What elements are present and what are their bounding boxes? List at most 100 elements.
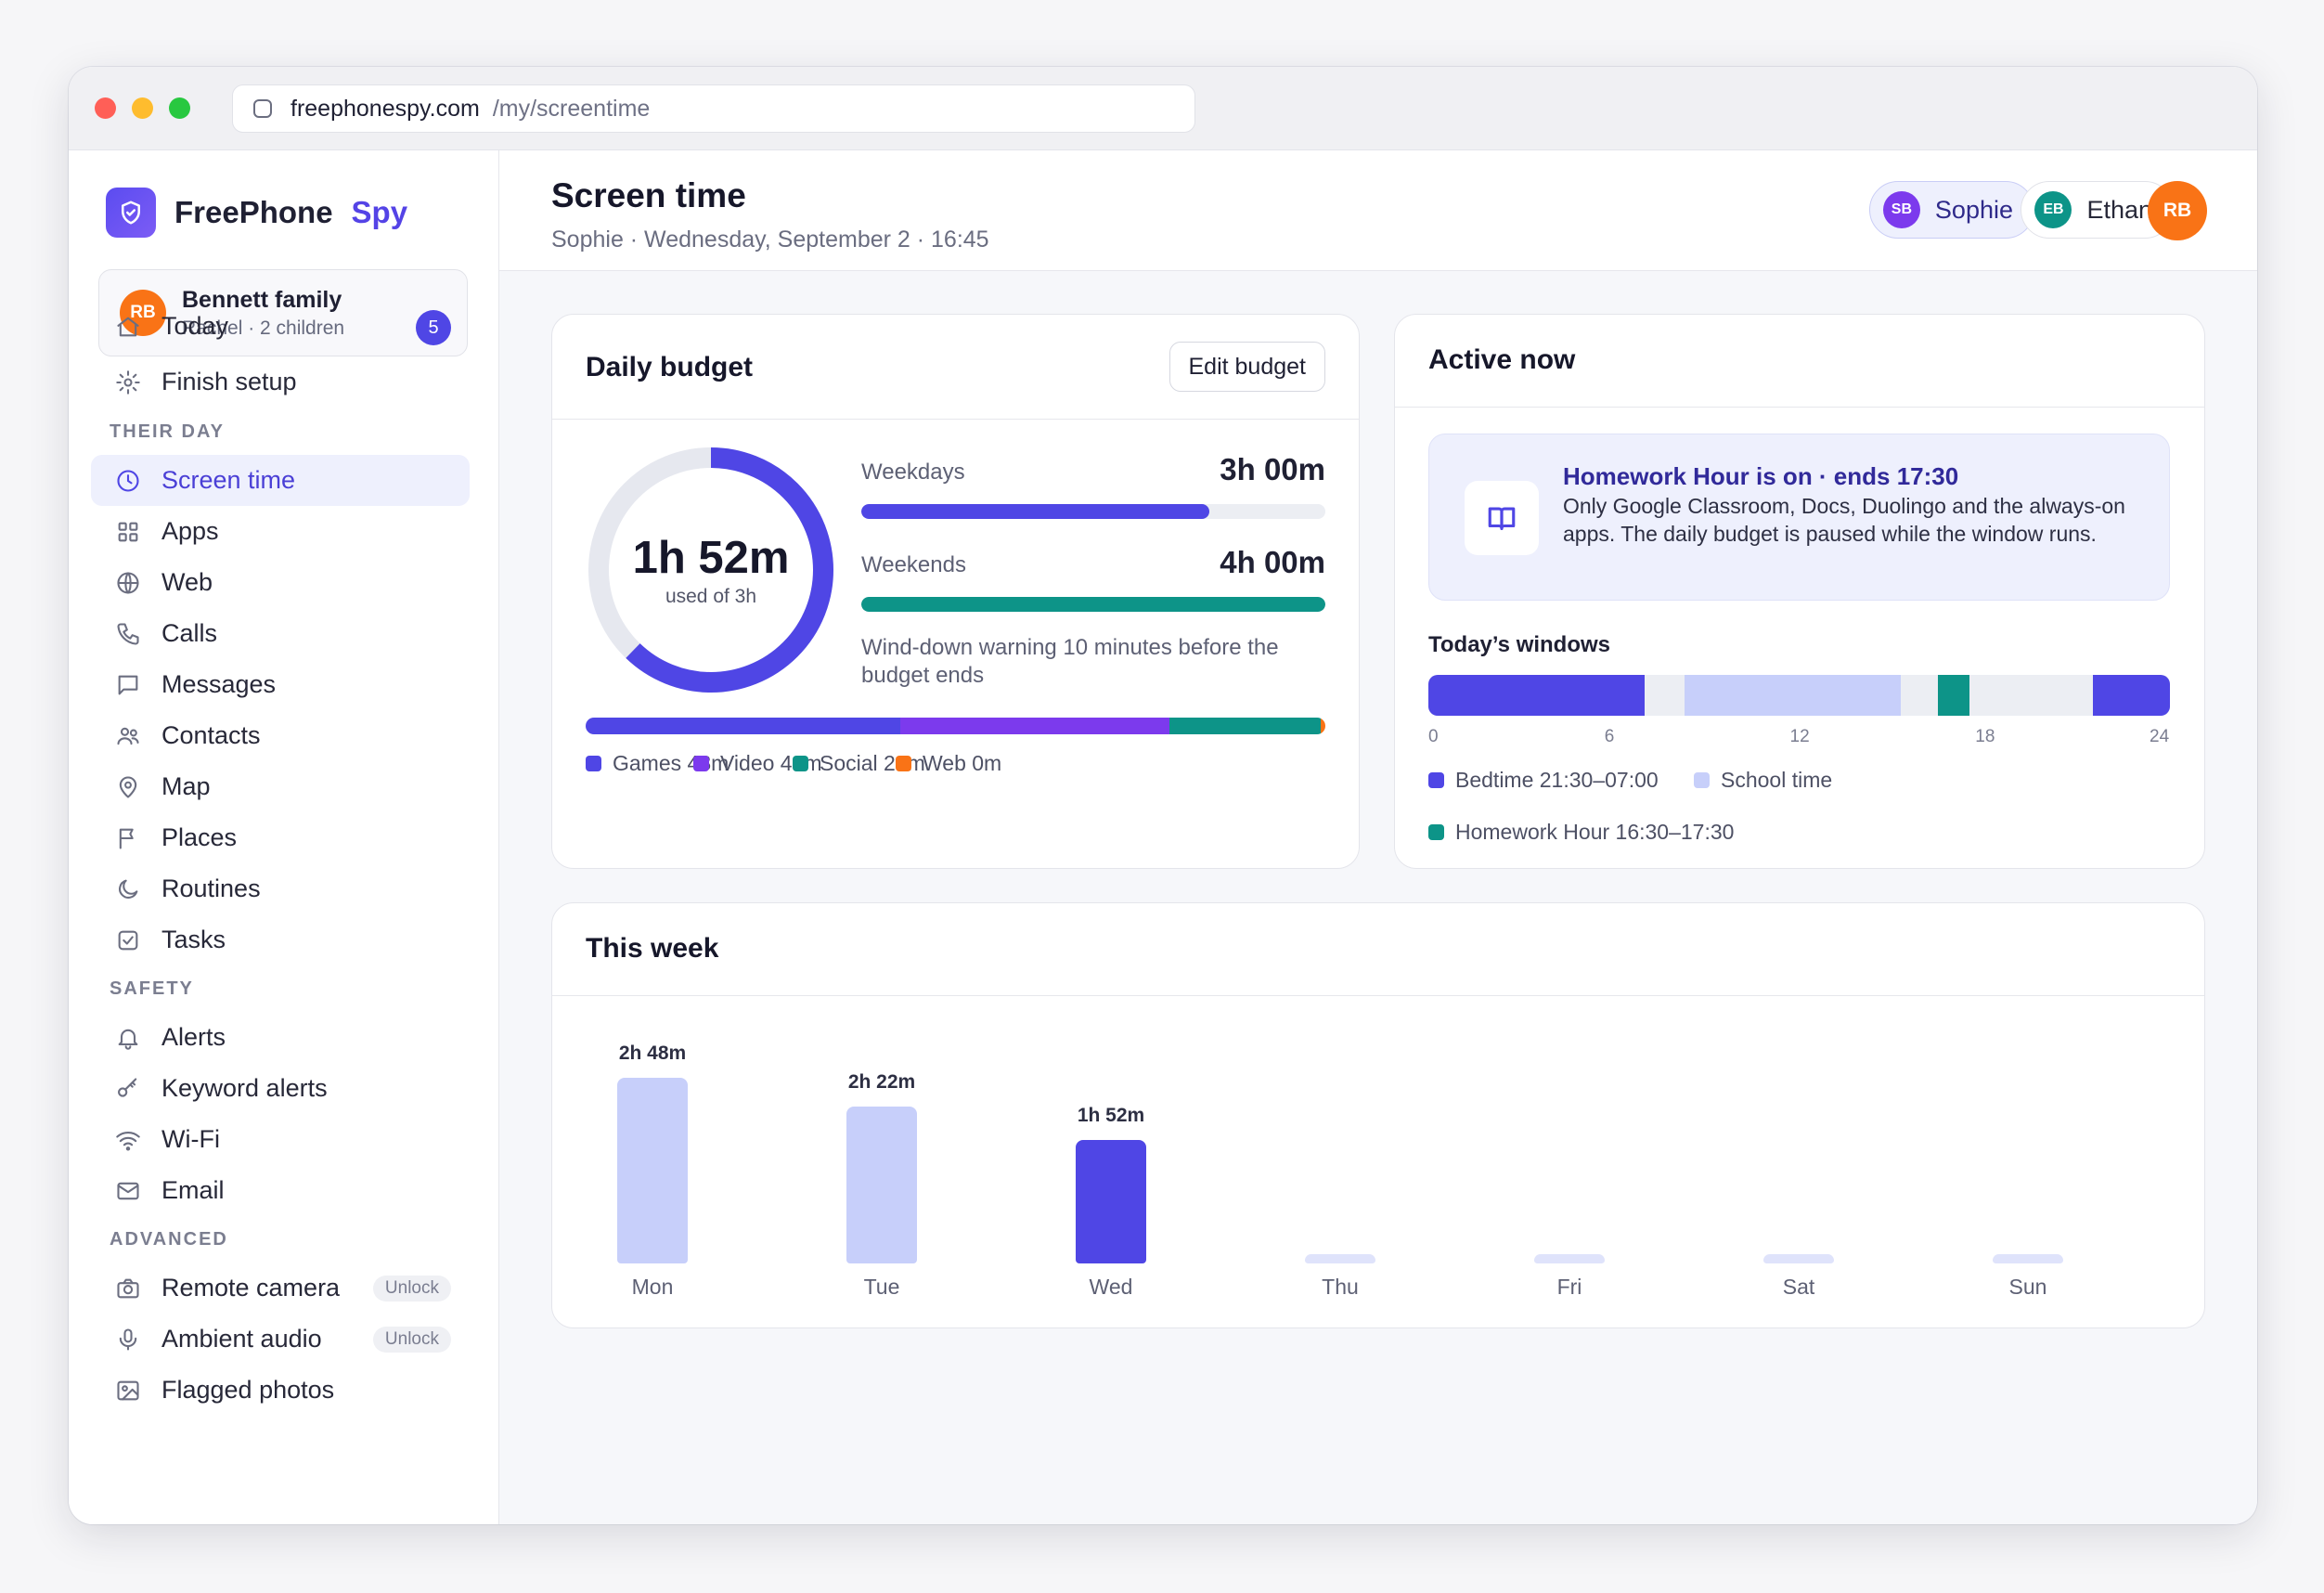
sidebar-item-label: Keyword alerts <box>161 1074 328 1102</box>
minimize-window-button[interactable] <box>132 97 153 119</box>
shield-logo-icon <box>106 188 156 238</box>
family-subtitle: Rachel · 2 children <box>182 317 345 339</box>
family-switcher[interactable]: RB Bennett family Rachel · 2 children <box>98 269 468 356</box>
sidebar-item-places[interactable]: Places <box>91 812 470 863</box>
sidebar-item-map[interactable]: Map <box>91 761 470 812</box>
legend-label: Games 48m <box>613 751 729 775</box>
legend-swatch <box>586 756 601 771</box>
sidebar-item-label: Routines <box>161 874 261 902</box>
divider <box>1395 407 2204 408</box>
address-bar[interactable]: freephonespy.com /my/screentime <box>232 84 1195 133</box>
sidebar-item-tasks[interactable]: Tasks <box>91 914 470 965</box>
week-day-label: Wed <box>1089 1275 1133 1299</box>
legend-label: Web 0m <box>923 751 1002 775</box>
page-title: Screen time <box>551 176 746 214</box>
child-chip-sophie[interactable]: SB Sophie <box>1868 181 2034 239</box>
sidebar-item-contacts[interactable]: Contacts <box>91 710 470 761</box>
brand-accent: Spy <box>351 195 408 229</box>
edit-budget-button[interactable]: Edit budget <box>1168 342 1325 392</box>
main-content: Screen time Sophie · Wednesday, Septembe… <box>499 150 2257 1524</box>
camera-icon <box>113 1274 143 1303</box>
week-bar-sat[interactable] <box>1763 1254 1834 1263</box>
unlock-pill: Unlock <box>372 1327 451 1353</box>
category-stack-bar <box>586 718 1325 734</box>
sidebar-item-alerts[interactable]: Alerts <box>91 1012 470 1063</box>
weekdays-label: Weekdays <box>861 460 965 485</box>
close-window-button[interactable] <box>95 97 116 119</box>
brand-name: FreePhone <box>174 195 333 229</box>
sidebar-item-label: Alerts <box>161 1023 226 1051</box>
week-day-label: Tue <box>863 1275 900 1299</box>
gear-icon <box>113 368 143 397</box>
weekends-bar <box>861 597 1325 612</box>
sidebar-item-flagged-photos[interactable]: Flagged photos <box>91 1365 470 1416</box>
week-bar-sun[interactable] <box>1993 1254 2063 1263</box>
sidebar-item-label: Messages <box>161 670 277 698</box>
category-segment-games <box>586 718 901 734</box>
unlock-pill: Unlock <box>372 1276 451 1302</box>
weekdays-bar-fill <box>861 504 1209 519</box>
sidebar-item-remote-camera[interactable]: Remote camera Unlock <box>91 1263 470 1314</box>
user-avatar[interactable]: RB <box>2148 181 2207 240</box>
sidebar-item-messages[interactable]: Messages <box>91 659 470 710</box>
used-value: 1h 52m <box>632 533 790 583</box>
category-segment-web <box>1320 718 1325 734</box>
sidebar-item-calls[interactable]: Calls <box>91 608 470 659</box>
sidebar-item-label: Ambient audio <box>161 1325 322 1353</box>
week-bar-mon[interactable] <box>617 1078 688 1263</box>
brand[interactable]: FreePhone Spy <box>106 188 407 238</box>
timeline-legend-item: School time <box>1694 768 1832 793</box>
week-bar-thu[interactable] <box>1305 1254 1375 1263</box>
week-bar-wed[interactable] <box>1076 1139 1146 1263</box>
sidebar-item-label: Web <box>161 568 213 596</box>
sidebar-item-label: Wi-Fi <box>161 1125 220 1153</box>
legend-swatch <box>793 756 808 771</box>
sidebar-item-finish-setup[interactable]: Finish setup <box>91 356 470 408</box>
child-avatar: EB <box>2034 191 2072 228</box>
active-now-card: Active now Homework Hour is on · ends 17… <box>1394 314 2205 869</box>
family-avatar: RB <box>120 290 166 336</box>
sidebar-item-label: Screen time <box>161 466 296 494</box>
weekends-value: 4h 00m <box>1220 545 1325 579</box>
legend-label: Bedtime 21:30–07:00 <box>1455 768 1659 792</box>
notice-body: Only Google Classroom, Docs, Duolingo an… <box>1563 494 2125 546</box>
windows-label: Today’s windows <box>1428 632 1611 657</box>
legend-swatch <box>1428 772 1444 788</box>
used-subtitle: used of 3h <box>665 586 757 607</box>
timeline-tick-label: 24 <box>2150 727 2170 746</box>
sidebar-item-label: Map <box>161 772 211 800</box>
browser-chrome: freephonespy.com /my/screentime <box>69 67 2257 150</box>
sidebar-item-label: Apps <box>161 517 219 545</box>
sidebar-item-routines[interactable]: Routines <box>91 863 470 914</box>
sidebar-item-email[interactable]: Email <box>91 1165 470 1216</box>
card-title: Active now <box>1428 344 1576 375</box>
sidebar-item-ambient-audio[interactable]: Ambient audio Unlock <box>91 1314 470 1365</box>
phone-icon <box>113 619 143 649</box>
sidebar-item-today[interactable]: Today 5 <box>91 301 470 352</box>
category-segment-video <box>900 718 1170 734</box>
lock-icon <box>253 99 272 118</box>
weekdays-bar <box>861 504 1325 519</box>
week-bar-fri[interactable] <box>1534 1254 1605 1263</box>
child-name: Ethan <box>2086 195 2152 224</box>
section-label-their-day: THEIR DAY <box>110 421 225 442</box>
week-day-label: Fri <box>1556 1275 1582 1299</box>
home-icon <box>113 312 143 342</box>
timeline-segment <box>1685 675 1902 716</box>
sidebar-item-wi-fi[interactable]: Wi-Fi <box>91 1114 470 1165</box>
moon-icon <box>113 874 143 904</box>
sidebar-item-apps[interactable]: Apps <box>91 506 470 557</box>
sidebar-item-label: Calls <box>161 619 218 647</box>
sidebar-item-keyword-alerts[interactable]: Keyword alerts <box>91 1063 470 1114</box>
wifi-icon <box>113 1125 143 1155</box>
sidebar-item-label: Flagged photos <box>161 1376 335 1404</box>
section-label-advanced: ADVANCED <box>110 1229 228 1250</box>
page-subtitle: Sophie · Wednesday, September 2 · 16:45 <box>551 227 989 253</box>
grid-icon <box>113 517 143 547</box>
sidebar-item-label: Remote camera <box>161 1274 341 1302</box>
maximize-window-button[interactable] <box>169 97 190 119</box>
sidebar-item-screen-time[interactable]: Screen time <box>91 455 470 506</box>
sidebar-item-web[interactable]: Web <box>91 557 470 608</box>
timeline-segment <box>2092 675 2170 716</box>
week-bar-tue[interactable] <box>846 1106 917 1263</box>
